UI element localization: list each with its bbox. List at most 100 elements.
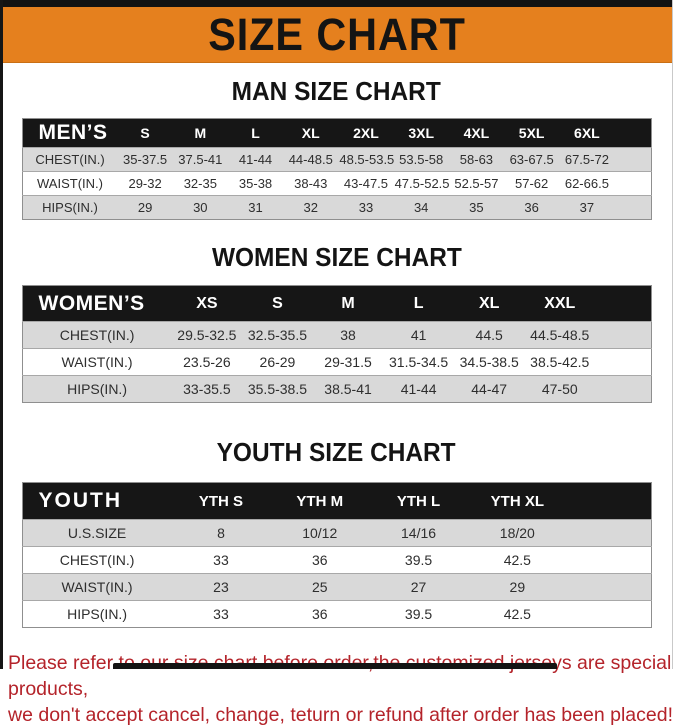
size-value-cell: 41 <box>410 327 427 343</box>
size-value-cell: 39.5 <box>404 606 433 622</box>
footer-note-line1: Please refer to our size chart before or… <box>8 652 672 700</box>
table-row: CHEST(IN.) 35-37.5 37.5-41 41-44 44-48.5 48.5… <box>22 147 651 172</box>
size-value-cell: 43-47.5 <box>343 176 389 191</box>
size-value-cell: 67.5-72 <box>564 152 609 167</box>
top-border <box>0 0 673 7</box>
size-value-cell: 38.5-42.5 <box>530 354 590 370</box>
women-size-chart-title: WOMEN SIZE CHART <box>211 242 462 272</box>
size-value-cell: 38.5-41 <box>324 381 372 397</box>
size-value-cell: 37.5-41 <box>178 152 223 167</box>
size-value-cell: 44-48.5 <box>288 152 333 167</box>
footer-note-line2: we don't accept cancel, change, teturn o… <box>8 704 673 726</box>
size-value-cell: 58-63 <box>459 152 494 167</box>
size-value-cell: 29 <box>509 579 526 595</box>
table-header-label: WOMEN’S <box>22 285 172 322</box>
size-value-cell: 35-37.5 <box>123 152 168 167</box>
row-label: HIPS(IN.) <box>42 200 98 215</box>
table-row: CHEST(IN.) 29.5-32.5 32.5-35.5 38 41 44.5 44.5… <box>22 321 651 349</box>
size-value-cell: 29.5-32.5 <box>177 327 237 343</box>
size-value-cell: 10/12 <box>302 525 338 541</box>
column-header: 5XL <box>504 118 560 148</box>
size-value-cell: 23 <box>213 579 229 595</box>
row-label: WAIST(IN.) <box>37 176 103 191</box>
column-header: 6XL <box>559 118 615 148</box>
table-row: WAIST(IN.) 29-32 32-35 35-38 38-43 43-47.5 47.… <box>22 171 651 196</box>
size-value-cell: 44.5 <box>475 327 503 343</box>
row-label: U.S.SIZE <box>67 525 127 541</box>
youth-size-section: YOUTH SIZE CHART YOUTH YTH S YTH M YTH L YTH… <box>0 439 673 628</box>
size-value-cell: 36 <box>524 200 539 215</box>
size-value-cell: 23.5-26 <box>183 354 231 370</box>
size-value-cell: 44-47 <box>471 381 508 397</box>
size-value-cell: 48.5-53.5 <box>339 152 394 167</box>
size-value-cell: 42.5 <box>503 606 531 622</box>
row-label: CHEST(IN.) <box>59 327 135 343</box>
column-header: 3XL <box>393 118 449 148</box>
row-label: CHEST(IN.) <box>35 152 105 167</box>
size-value-cell: 37 <box>579 200 595 215</box>
size-value-cell: 39.5 <box>404 552 433 568</box>
column-header: YTH XL <box>467 482 567 520</box>
size-value-cell: 41-44 <box>400 381 437 397</box>
row-filler <box>567 601 651 628</box>
column-header: S <box>242 285 313 322</box>
table-header-label: YOUTH <box>22 482 172 520</box>
size-value-cell: 14/16 <box>401 525 437 541</box>
column-header: XXL <box>524 285 596 322</box>
row-filler <box>595 322 651 349</box>
youth-size-chart-title: YOUTH SIZE CHART <box>217 437 456 467</box>
row-label: WAIST(IN.) <box>61 579 133 595</box>
size-value-cell: 57-62 <box>515 176 549 191</box>
table-row: WAIST(IN.) 23 25 27 29 <box>22 573 651 601</box>
row-filler <box>567 520 651 547</box>
size-value-cell: 62-66.5 <box>564 176 609 191</box>
table-row: WAIST(IN.) 23.5-26 26-29 29-31.5 31.5-34.5 34… <box>22 348 651 376</box>
size-value-cell: 29 <box>137 200 153 215</box>
table-row: HIPS(IN.) 33 36 39.5 42.5 <box>22 600 651 628</box>
women-size-table: WOMEN’S XS S M L XL XXL CHEST(IN.) 29.5-32.5 32.5… <box>21 285 652 403</box>
youth-size-table: YOUTH YTH S YTH M YTH L YTH XL U.S.SIZE 8 10/12… <box>21 482 652 628</box>
size-value-cell: 29-31.5 <box>324 354 372 370</box>
size-value-cell: 30 <box>193 200 208 215</box>
column-header: XS <box>171 285 243 322</box>
row-filler <box>615 196 651 220</box>
size-value-cell: 26-29 <box>259 354 296 370</box>
women-size-section: WOMEN SIZE CHART WOMEN’S XS S M L XL XXL CHEST(… <box>0 244 673 403</box>
left-edge-border <box>0 0 3 669</box>
column-header: YTH L <box>369 482 468 520</box>
size-value-cell: 33 <box>213 552 229 568</box>
column-header: XL <box>453 285 525 322</box>
size-value-cell: 35.5-38.5 <box>247 381 308 397</box>
size-value-cell: 31 <box>248 200 263 215</box>
size-value-cell: 36 <box>311 606 328 622</box>
column-header: L <box>383 285 454 322</box>
size-value-cell: 36 <box>311 552 328 568</box>
size-value-cell: 32.5-35.5 <box>247 327 308 343</box>
bottom-black-bar <box>113 663 557 669</box>
size-value-cell: 27 <box>410 579 427 595</box>
column-header: XL <box>283 118 339 148</box>
size-chart-banner: SIZE CHART <box>0 7 673 63</box>
row-label: HIPS(IN.) <box>67 606 127 622</box>
men-size-table: MEN’S S M L XL 2XL 3XL 4XL 5XL 6XL CHEST(IN.) 35-37… <box>21 118 652 220</box>
table-header-label: MEN’S <box>22 118 118 148</box>
header-filler <box>566 482 651 520</box>
table-header-row: WOMEN’S XS S M L XL XXL <box>22 285 651 322</box>
table-row: HIPS(IN.) 29 30 31 32 33 34 35 36 37 <box>22 195 651 220</box>
size-value-cell: 47-50 <box>541 381 578 397</box>
size-value-cell: 42.5 <box>503 552 531 568</box>
size-value-cell: 33 <box>358 200 374 215</box>
size-value-cell: 34 <box>413 200 429 215</box>
column-header: YTH S <box>171 482 271 520</box>
size-value-cell: 35 <box>469 200 484 215</box>
size-value-cell: 47.5-52.5 <box>394 176 449 191</box>
table-row: HIPS(IN.) 33-35.5 35.5-38.5 38.5-41 41-44 44-… <box>22 375 651 403</box>
row-filler <box>595 349 651 376</box>
row-filler <box>567 574 651 601</box>
size-value-cell: 32-35 <box>183 176 217 191</box>
men-size-chart-title: MAN SIZE CHART <box>231 76 442 106</box>
column-header: 4XL <box>448 118 505 148</box>
size-value-cell: 53.5-58 <box>399 152 444 167</box>
size-value-cell: 32 <box>303 200 318 215</box>
table-row: CHEST(IN.) 33 36 39.5 42.5 <box>22 546 651 574</box>
